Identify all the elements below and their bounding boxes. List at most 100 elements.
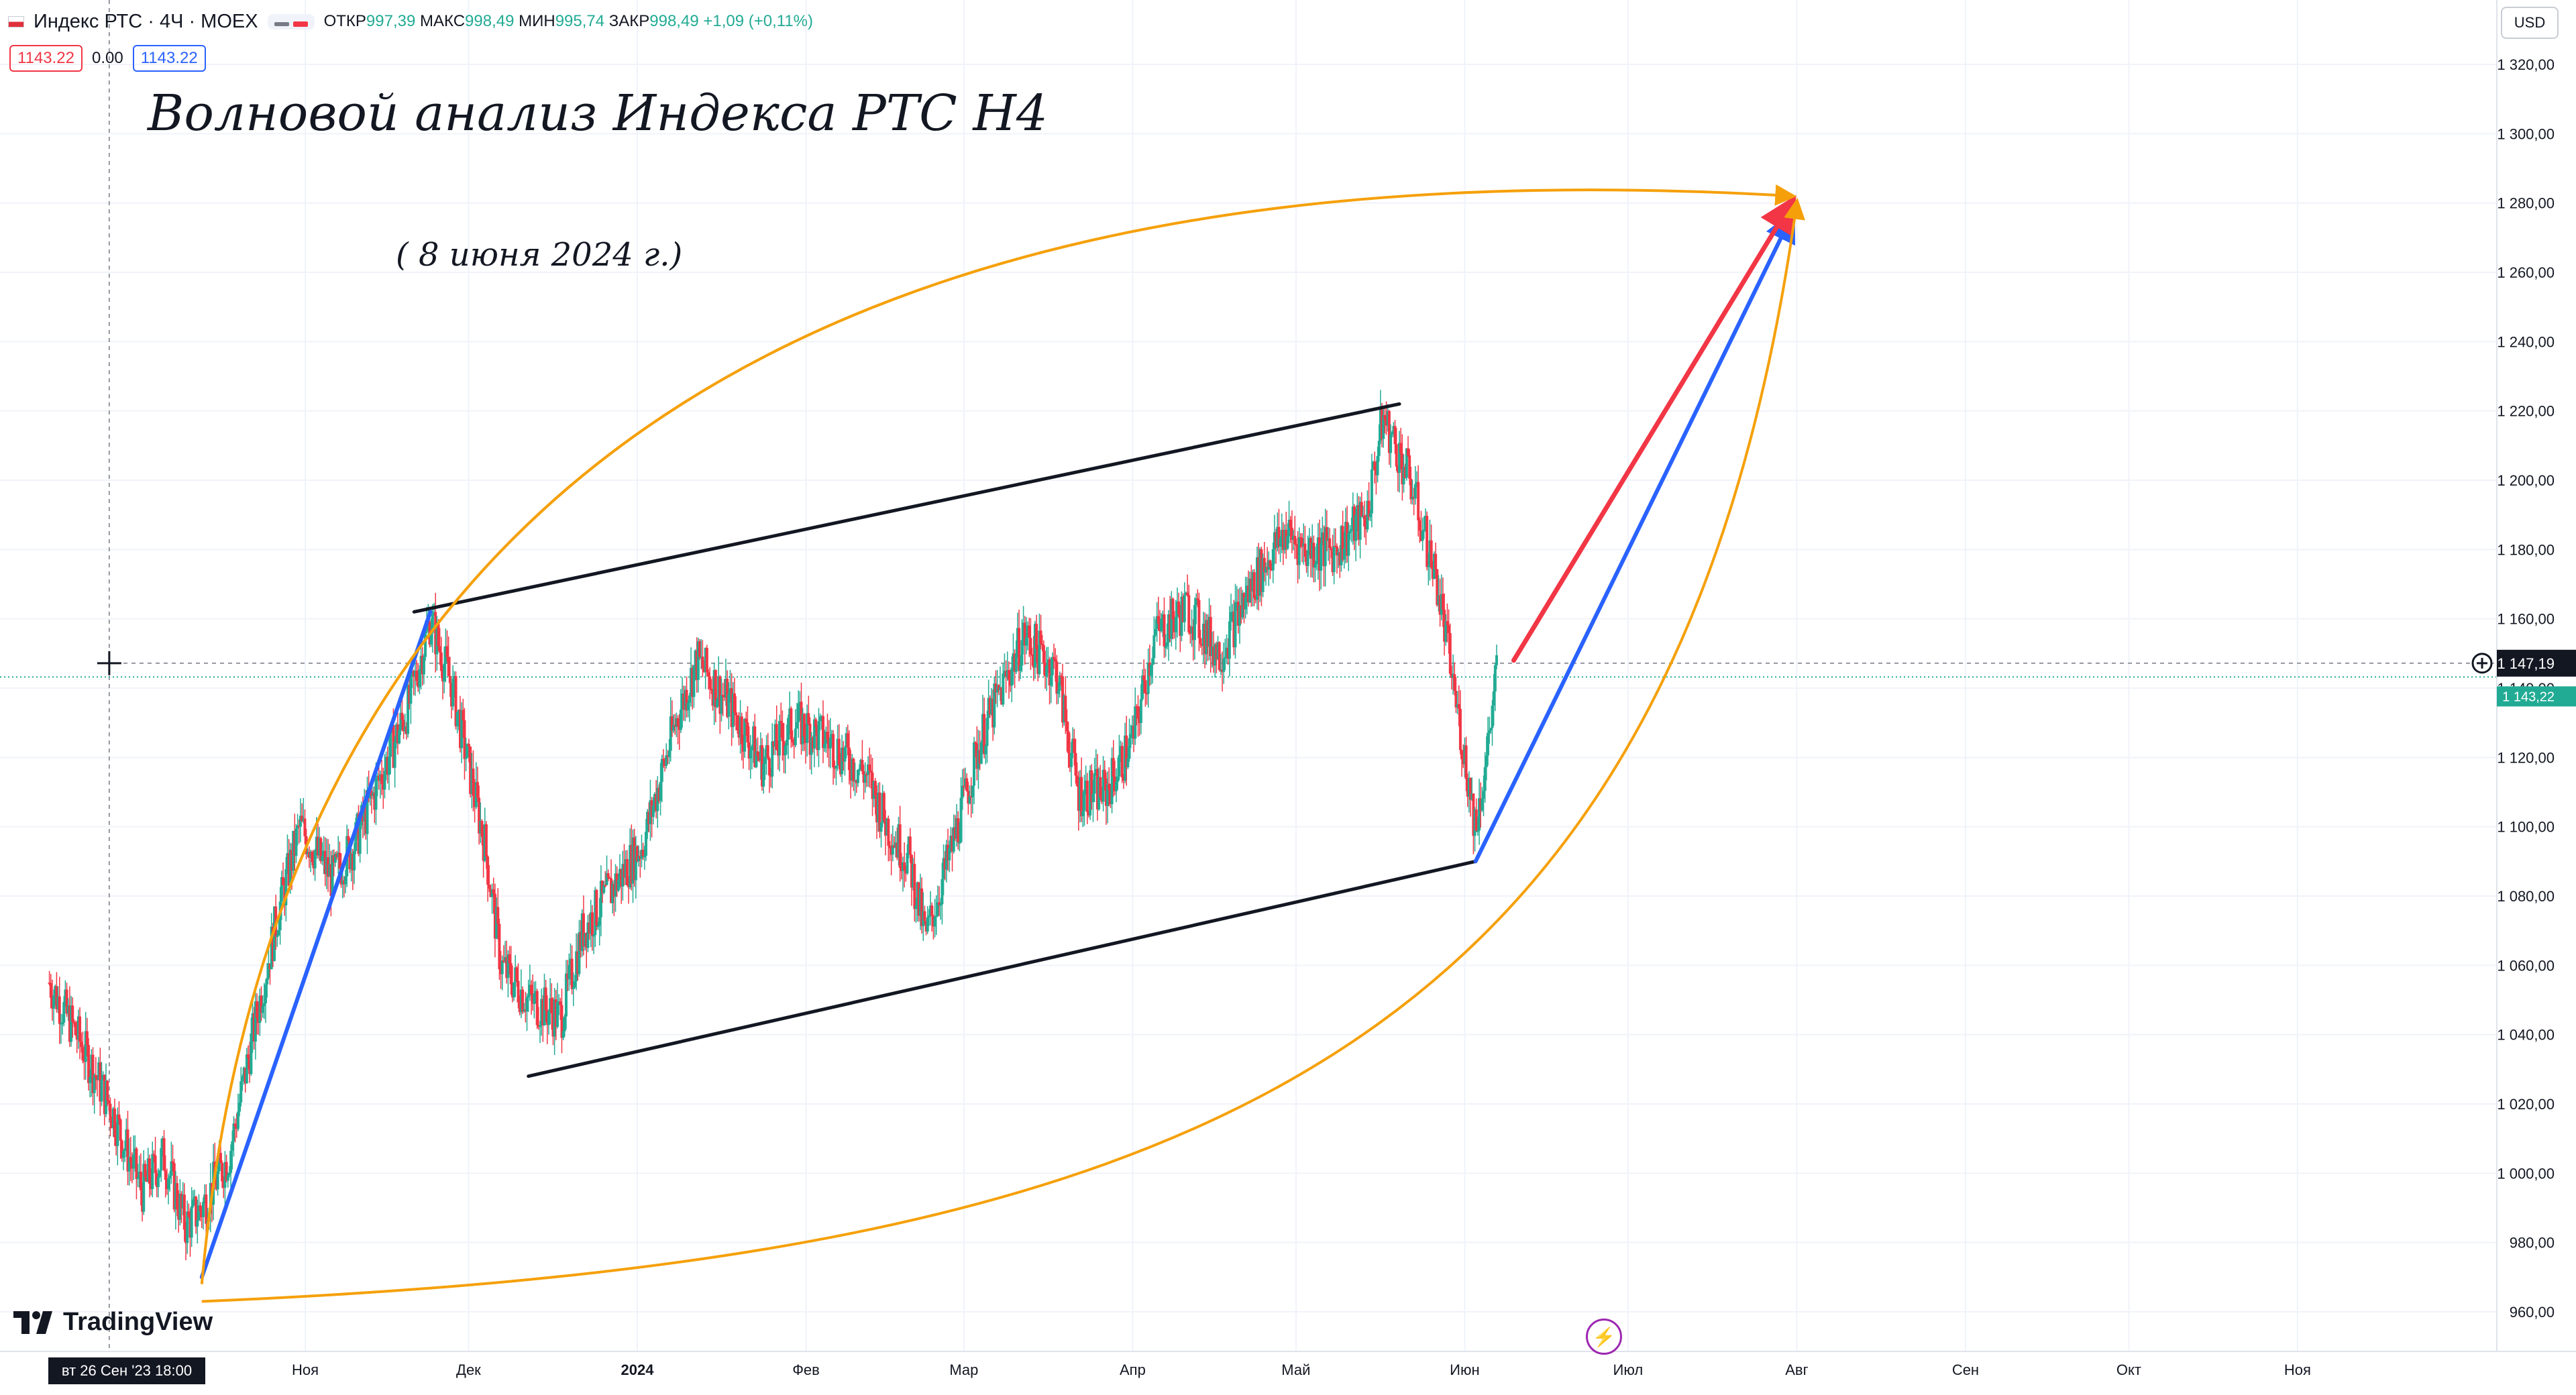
candle-body bbox=[499, 969, 502, 974]
candle-body bbox=[482, 836, 485, 861]
candle-body bbox=[65, 989, 68, 1014]
candle-body bbox=[1053, 657, 1056, 659]
candle-body bbox=[393, 742, 396, 768]
candle-body bbox=[448, 676, 451, 683]
candle-body bbox=[398, 730, 401, 744]
candle-body bbox=[94, 1075, 97, 1078]
candle-body bbox=[811, 737, 814, 749]
candle-body bbox=[1126, 759, 1130, 768]
candle-body bbox=[1342, 549, 1346, 560]
candle-body bbox=[479, 820, 482, 834]
candle-body bbox=[615, 873, 619, 891]
candle-body bbox=[1216, 642, 1220, 660]
candle-body bbox=[1195, 598, 1198, 606]
candle-body bbox=[451, 678, 455, 707]
candle-body bbox=[181, 1194, 184, 1209]
candle-body bbox=[104, 1080, 107, 1115]
candle-body bbox=[1081, 811, 1085, 816]
candle-body bbox=[837, 738, 841, 765]
candle-body bbox=[646, 812, 649, 832]
candle-body bbox=[311, 852, 314, 862]
candle-body bbox=[1084, 780, 1087, 790]
candle-body bbox=[97, 1062, 101, 1080]
candle-body bbox=[808, 724, 812, 755]
candle-body bbox=[554, 999, 557, 1027]
candle-body bbox=[945, 844, 948, 870]
candle-body bbox=[191, 1199, 195, 1207]
candle-body bbox=[1148, 662, 1151, 676]
symbol-header[interactable]: Индекс РТС · 4Ч · MOEX ОТКР997,39 МАКС99… bbox=[8, 5, 813, 38]
candle-body bbox=[1281, 530, 1285, 551]
candle-body bbox=[1160, 618, 1163, 632]
candle-body bbox=[1366, 500, 1369, 530]
candle-body bbox=[286, 852, 289, 869]
candle-body bbox=[344, 876, 347, 885]
candle-body bbox=[235, 1126, 238, 1129]
candle-body bbox=[653, 793, 656, 805]
candle-body bbox=[233, 1123, 237, 1127]
candle-body bbox=[752, 726, 755, 746]
candle-body bbox=[366, 789, 369, 834]
candle-body bbox=[1003, 671, 1006, 674]
bid-price-badge bbox=[2497, 686, 2576, 707]
candle-body bbox=[150, 1184, 153, 1189]
lightning-icon[interactable]: ⚡ bbox=[1586, 1319, 1622, 1355]
candle-body bbox=[100, 1080, 103, 1102]
candle-body bbox=[1312, 543, 1316, 568]
candle-body bbox=[867, 764, 870, 775]
candle-body bbox=[332, 855, 335, 863]
candle-body bbox=[685, 689, 688, 711]
candle-body bbox=[859, 760, 863, 769]
candle-body bbox=[403, 726, 407, 732]
candle-body bbox=[258, 995, 262, 1023]
candle-body bbox=[1438, 595, 1442, 615]
candle-body bbox=[650, 800, 653, 818]
candle-body bbox=[1190, 626, 1193, 634]
candle-body bbox=[1383, 414, 1387, 421]
candle-body bbox=[790, 708, 793, 740]
candle-body bbox=[1165, 642, 1169, 647]
candle-body bbox=[1152, 635, 1156, 659]
candle-body bbox=[1252, 572, 1256, 598]
candle-body bbox=[223, 1162, 227, 1188]
candle-body bbox=[561, 1031, 565, 1038]
candle-body bbox=[1030, 654, 1034, 656]
candle-body bbox=[368, 791, 372, 799]
sell-button[interactable]: 1143.22 bbox=[9, 45, 83, 72]
candle-body bbox=[1364, 526, 1368, 530]
candle-body bbox=[973, 742, 976, 786]
currency-selector[interactable]: USD bbox=[2501, 7, 2559, 39]
candle-body bbox=[624, 859, 627, 878]
candle-body bbox=[424, 631, 427, 657]
buy-button[interactable]: 1143.22 bbox=[132, 45, 206, 72]
candle-body bbox=[156, 1176, 160, 1187]
candle-body bbox=[380, 774, 384, 784]
candle-body bbox=[782, 740, 786, 756]
candle-body bbox=[1313, 564, 1317, 568]
candle-body bbox=[791, 739, 794, 742]
candle-body bbox=[407, 685, 410, 734]
candle-body bbox=[1139, 699, 1142, 724]
candle-body bbox=[998, 687, 1002, 691]
candle-body bbox=[1155, 616, 1159, 629]
time-axis[interactable]: Ноя Дек 2024 Фев Мар Апр Май Июн Июл Авг Сен Окт Ноя bbox=[0, 1351, 2576, 1378]
candle-body bbox=[50, 997, 54, 1009]
indicator-toggle[interactable] bbox=[267, 13, 315, 30]
price-axis[interactable]: 960,00 980,00 1 000,00 1 020,00 1 040,00 1 06… bbox=[2471, 0, 2576, 1395]
symbol-title[interactable]: Индекс РТС · 4Ч · MOEX bbox=[34, 10, 258, 32]
candle-body bbox=[115, 1137, 118, 1146]
candle-body bbox=[329, 864, 333, 896]
candle-body bbox=[1221, 669, 1224, 672]
candle-body bbox=[78, 1016, 82, 1042]
candle-body bbox=[93, 1075, 96, 1093]
candle-body bbox=[942, 858, 945, 879]
candle-body bbox=[537, 1025, 540, 1027]
candle-body bbox=[917, 882, 920, 916]
candle-body bbox=[190, 1206, 193, 1238]
candle-body bbox=[647, 812, 651, 824]
tradingview-logo[interactable]: TradingView bbox=[13, 1308, 213, 1337]
candle-body bbox=[284, 869, 288, 905]
candle-body bbox=[247, 1054, 250, 1058]
chart-annotation-title: Волновой анализ Индекса РТС Н4 bbox=[148, 85, 1048, 142]
